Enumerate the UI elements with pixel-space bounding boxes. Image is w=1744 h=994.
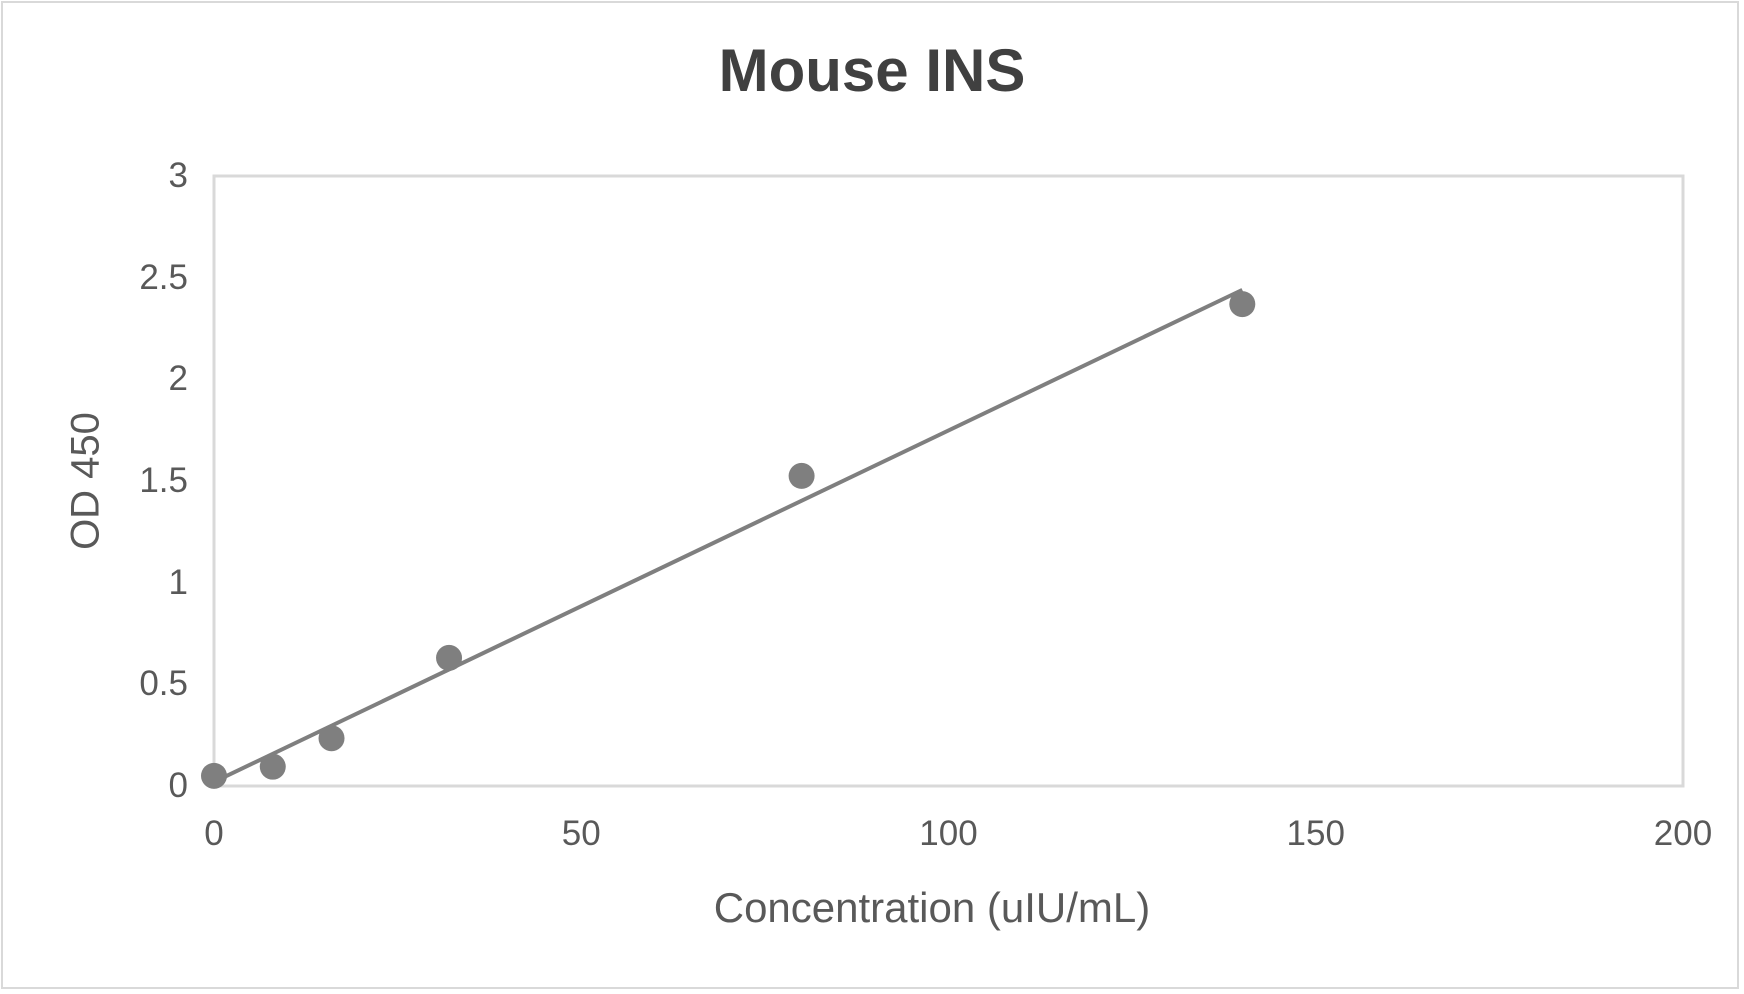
trendline — [213, 288, 1244, 784]
trendline-segment — [213, 288, 1244, 784]
y-tick-label: 2 — [168, 359, 188, 399]
data-point — [788, 462, 815, 489]
x-axis-label: Concentration (uIU/mL) — [713, 884, 1151, 931]
x-tick-label: 100 — [919, 814, 978, 853]
chart-title: Mouse INS — [718, 37, 1026, 104]
plot-border — [212, 174, 1685, 788]
data-point — [259, 753, 286, 780]
y-tick-label: 2.5 — [139, 257, 188, 297]
data-point — [1229, 291, 1256, 318]
x-tick-label: 0 — [204, 814, 224, 853]
y-tick-label: 0 — [168, 766, 188, 805]
data-point — [318, 725, 345, 752]
y-tick-label: 1 — [168, 562, 188, 602]
y-tick-label: 3 — [168, 156, 188, 195]
y-tick-label: 0.5 — [139, 664, 188, 704]
data-point — [436, 644, 463, 671]
data-point — [201, 762, 227, 789]
y-tick-label: 1.5 — [139, 461, 188, 500]
x-tick-label: 150 — [1286, 814, 1345, 853]
x-tick-label: 200 — [1653, 814, 1713, 853]
data-markers — [201, 291, 1256, 789]
x-tick-label: 50 — [561, 814, 601, 853]
